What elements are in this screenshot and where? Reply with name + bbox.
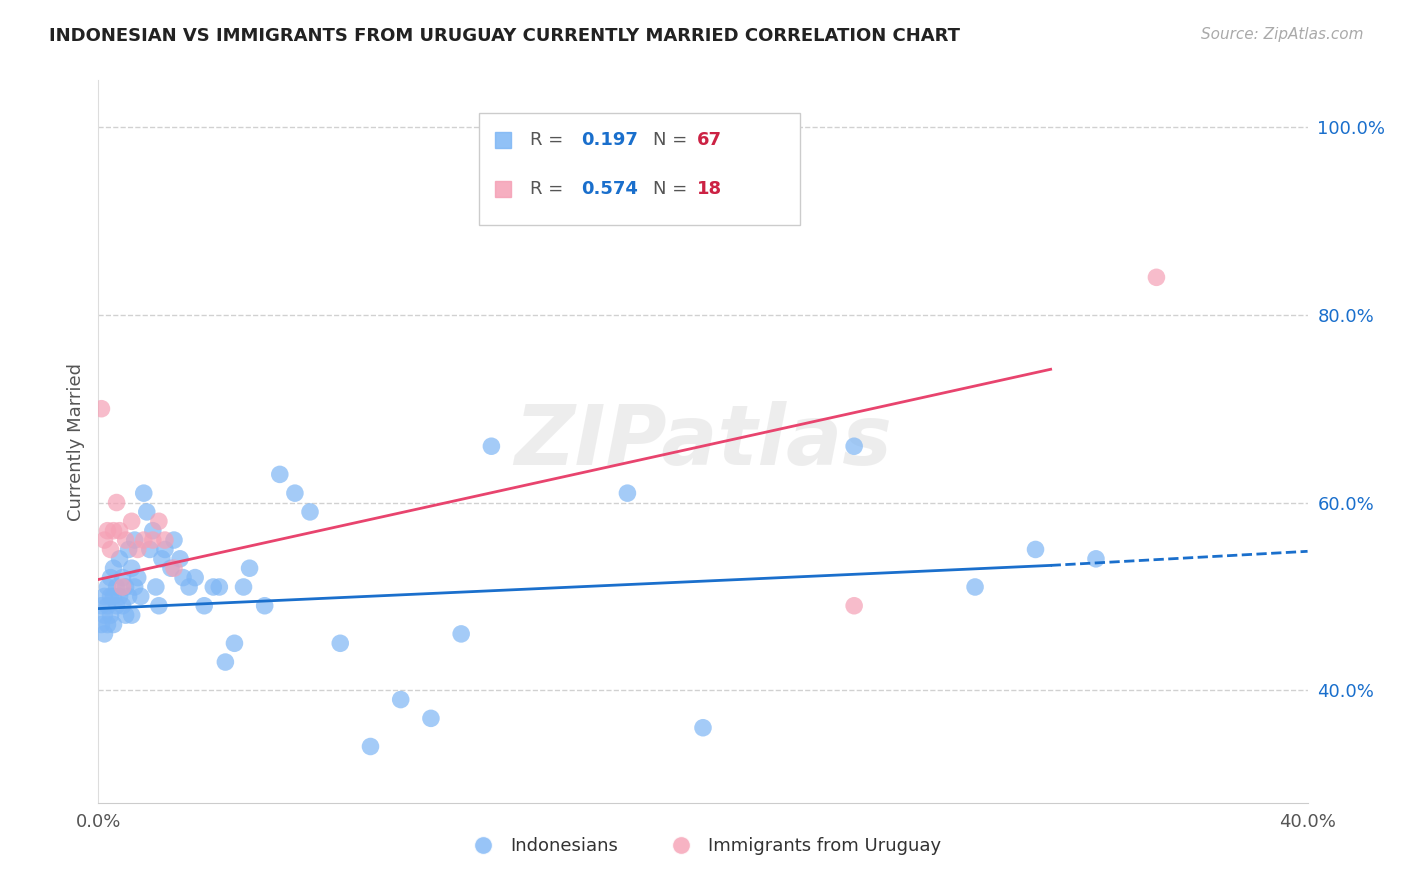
Point [124, 580, 146, 594]
Point [172, 571, 194, 585]
Point [139, 542, 162, 557]
Point [132, 533, 155, 547]
Point [150, 551, 173, 566]
Point [96, 599, 118, 613]
Point [111, 599, 134, 613]
Point [127, 571, 149, 585]
Point [145, 580, 167, 594]
Point [193, 599, 215, 613]
Point [111, 580, 134, 594]
Point [105, 599, 128, 613]
Point [93, 627, 115, 641]
Point [284, 486, 307, 500]
Point [844, 439, 866, 453]
Point [142, 533, 165, 547]
Point [163, 561, 186, 575]
Point [96, 617, 118, 632]
Text: ZIPatlas: ZIPatlas [515, 401, 891, 482]
Point [299, 505, 322, 519]
Point [142, 524, 165, 538]
Point [103, 617, 125, 632]
Text: 18: 18 [697, 179, 723, 198]
Point [148, 514, 170, 528]
Point [121, 608, 143, 623]
Point [844, 599, 866, 613]
Point [214, 655, 236, 669]
Point [118, 590, 141, 604]
Point [208, 580, 231, 594]
Text: N =: N = [654, 131, 693, 149]
Point [100, 608, 122, 623]
Point [127, 542, 149, 557]
Text: Source: ZipAtlas.com: Source: ZipAtlas.com [1201, 27, 1364, 42]
Legend: Indonesians, Immigrants from Uruguay: Indonesians, Immigrants from Uruguay [457, 830, 949, 863]
Point [108, 551, 131, 566]
Point [93, 533, 115, 547]
Point [163, 533, 186, 547]
Point [253, 599, 276, 613]
Point [1085, 551, 1108, 566]
Point [93, 608, 115, 623]
Point [329, 636, 352, 650]
Point [481, 439, 503, 453]
Text: N =: N = [654, 179, 693, 198]
Point [111, 571, 134, 585]
Point [360, 739, 382, 754]
Point [692, 721, 714, 735]
Point [160, 561, 183, 575]
Point [965, 580, 987, 594]
Point [135, 505, 157, 519]
Point [179, 580, 201, 594]
Point [153, 533, 176, 547]
Point [121, 514, 143, 528]
Point [616, 486, 638, 500]
Point [100, 542, 122, 557]
Point [114, 580, 136, 594]
Point [108, 590, 131, 604]
Point [389, 692, 412, 706]
Point [129, 590, 152, 604]
Point [90, 617, 112, 632]
Point [114, 533, 136, 547]
Point [90, 599, 112, 613]
Text: R =: R = [530, 179, 569, 198]
Text: 0.197: 0.197 [581, 131, 638, 149]
Point [100, 590, 122, 604]
Point [184, 571, 207, 585]
Point [169, 551, 191, 566]
Point [114, 608, 136, 623]
Text: 67: 67 [697, 131, 721, 149]
Point [108, 524, 131, 538]
Point [202, 580, 225, 594]
Point [420, 711, 443, 725]
Point [96, 524, 118, 538]
Point [239, 561, 262, 575]
Point [269, 467, 291, 482]
Point [1024, 542, 1046, 557]
Point [96, 580, 118, 594]
FancyBboxPatch shape [479, 112, 800, 225]
Y-axis label: Currently Married: Currently Married [66, 362, 84, 521]
Point [105, 580, 128, 594]
Point [105, 495, 128, 509]
Point [450, 627, 472, 641]
Point [103, 590, 125, 604]
Text: R =: R = [530, 131, 569, 149]
Point [121, 561, 143, 575]
Point [90, 401, 112, 416]
Point [103, 561, 125, 575]
Point [100, 571, 122, 585]
Point [153, 542, 176, 557]
Point [148, 599, 170, 613]
Point [1144, 270, 1167, 285]
Point [132, 486, 155, 500]
Point [103, 524, 125, 538]
Point [224, 636, 246, 650]
Point [232, 580, 254, 594]
Point [93, 590, 115, 604]
Point [118, 542, 141, 557]
Text: INDONESIAN VS IMMIGRANTS FROM URUGUAY CURRENTLY MARRIED CORRELATION CHART: INDONESIAN VS IMMIGRANTS FROM URUGUAY CU… [49, 27, 960, 45]
Point [124, 533, 146, 547]
Text: 0.574: 0.574 [581, 179, 638, 198]
